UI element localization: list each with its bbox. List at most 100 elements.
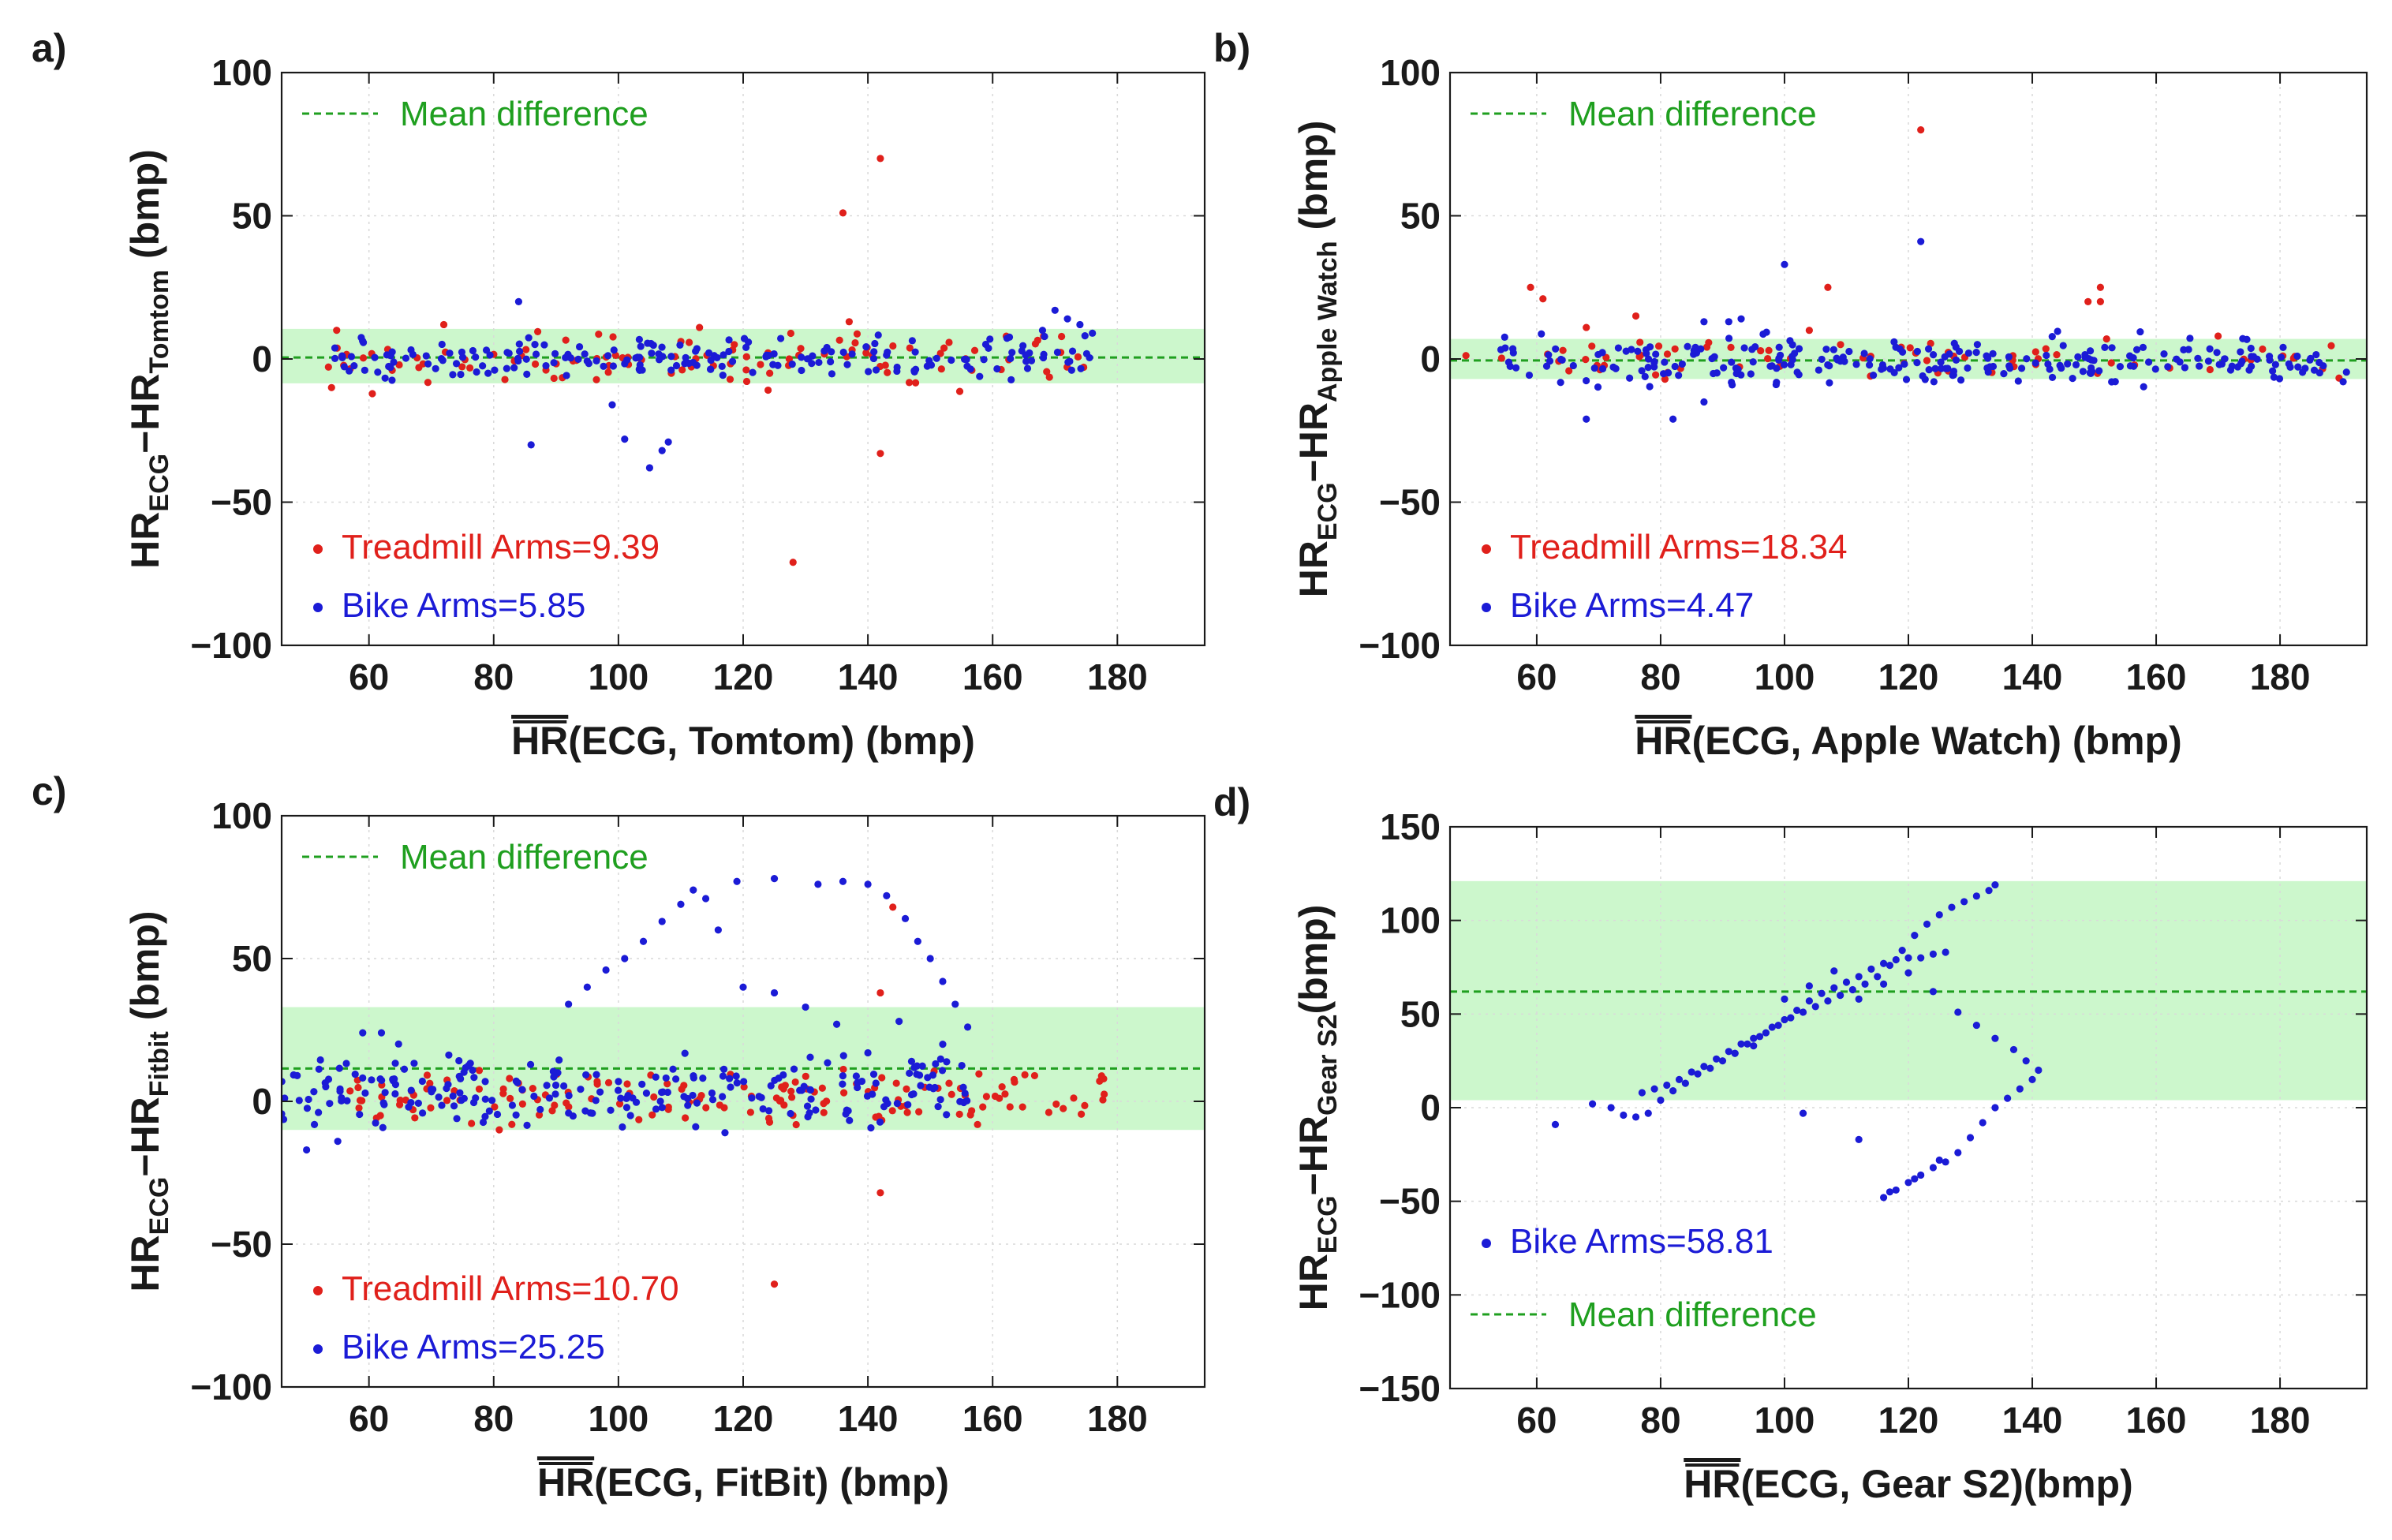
bike-point xyxy=(551,349,559,357)
bike-point xyxy=(893,1100,901,1108)
treadmill-point xyxy=(682,1114,690,1122)
bike-point xyxy=(2079,368,2087,376)
bike-point xyxy=(424,360,432,368)
bike-point xyxy=(895,1018,903,1026)
bike-point xyxy=(993,364,1001,373)
bike-point xyxy=(1063,315,1071,323)
bike-point xyxy=(583,983,591,991)
points-layer xyxy=(324,155,1097,566)
bike-point xyxy=(796,1086,804,1094)
bike-point xyxy=(966,365,974,373)
bike-point xyxy=(2059,342,2067,349)
bike-point xyxy=(372,1119,379,1127)
bike-point xyxy=(1646,383,1654,391)
bike-point xyxy=(2129,354,2137,362)
treadmill-point xyxy=(562,1099,570,1107)
bike-point xyxy=(2275,375,2284,383)
treadmill-point xyxy=(1101,1090,1108,1098)
bike-point xyxy=(532,350,540,358)
bike-point xyxy=(1076,320,1084,329)
x-tick-label: 180 xyxy=(2250,656,2311,697)
bike-point xyxy=(1638,1089,1646,1097)
bike-point xyxy=(828,370,836,378)
bike-point xyxy=(1935,910,1943,919)
bike-point xyxy=(359,1029,367,1037)
y-tick-label: 0 xyxy=(252,1081,272,1122)
treadmill-point xyxy=(845,318,853,326)
bike-point xyxy=(936,1096,944,1104)
treadmill-point xyxy=(1636,338,1644,346)
legend-dot xyxy=(1482,1239,1491,1248)
bike-point xyxy=(2090,357,2098,364)
bike-point xyxy=(876,1118,884,1126)
treadmill-point xyxy=(1824,283,1832,291)
bike-point xyxy=(540,341,548,349)
legend-label: Bike Arms=58.81 xyxy=(1510,1222,1773,1261)
bike-point xyxy=(1708,354,1716,363)
bike-point xyxy=(1614,344,1622,352)
treadmill-point xyxy=(1497,354,1505,362)
legend-label: Bike Arms=25.25 xyxy=(342,1328,605,1366)
y-tick-label: 0 xyxy=(1420,338,1441,379)
bike-point xyxy=(2048,333,2056,341)
mean-legend-label: Mean difference xyxy=(1568,1295,1817,1334)
bike-point xyxy=(658,343,666,351)
bike-point xyxy=(961,1090,969,1097)
bike-point xyxy=(827,357,835,366)
treadmill-point xyxy=(787,329,794,338)
treadmill-point xyxy=(742,377,751,386)
bike-point xyxy=(707,357,715,364)
bike-point xyxy=(1989,349,1997,358)
bike-point xyxy=(719,372,727,379)
bike-point xyxy=(1954,1008,1962,1016)
bike-point xyxy=(1964,364,1972,372)
bike-point xyxy=(656,1097,664,1105)
bike-point xyxy=(2144,358,2153,366)
bike-point xyxy=(652,1073,660,1081)
bike-point xyxy=(638,366,646,374)
bike-point xyxy=(338,1097,346,1105)
bike-point xyxy=(1929,950,1938,958)
bike-point xyxy=(727,1083,734,1091)
treadmill-point xyxy=(333,327,341,335)
legend-label: Treadmill Arms=9.39 xyxy=(342,528,660,566)
bike-point xyxy=(1734,365,1742,373)
bike-point xyxy=(2074,353,2082,361)
y-label-hr-device: −HR xyxy=(1291,1116,1336,1195)
x-tick-label: 60 xyxy=(1516,1400,1557,1441)
bike-point xyxy=(602,966,610,974)
bike-point xyxy=(748,1094,756,1102)
treadmill-point xyxy=(2042,345,2050,353)
bike-point xyxy=(2136,327,2144,336)
bike-point xyxy=(1917,954,1925,962)
bike-point xyxy=(565,1109,573,1117)
y-label-sub-device: Fitbit xyxy=(144,1031,174,1097)
y-tick-label: −150 xyxy=(1359,1368,1441,1409)
bike-point xyxy=(1508,345,1517,353)
x-tick-label: 180 xyxy=(2250,1400,2311,1441)
treadmill-point xyxy=(911,379,920,387)
treadmill-point xyxy=(1705,338,1713,346)
bike-point xyxy=(777,335,785,342)
bike-point xyxy=(1845,347,1853,356)
bike-point xyxy=(1866,355,1874,363)
treadmill-point xyxy=(818,1084,826,1092)
bike-point xyxy=(1022,351,1030,359)
bike-point xyxy=(2101,343,2109,351)
treadmill-point xyxy=(757,361,764,368)
bike-point xyxy=(1788,341,1796,349)
bike-point xyxy=(1973,341,1982,349)
bike-point xyxy=(963,1097,971,1105)
bike-point xyxy=(1497,346,1505,353)
bike-point xyxy=(407,1086,415,1094)
bike-point xyxy=(2054,327,2061,335)
bike-point xyxy=(798,366,805,375)
treadmill-point xyxy=(876,450,884,458)
bike-point xyxy=(644,339,652,347)
bike-point xyxy=(962,356,970,364)
treadmill-point xyxy=(696,323,704,331)
bike-point xyxy=(1751,343,1759,351)
bike-point xyxy=(1019,342,1027,349)
bike-point xyxy=(385,362,393,371)
treadmill-point xyxy=(623,1080,631,1088)
